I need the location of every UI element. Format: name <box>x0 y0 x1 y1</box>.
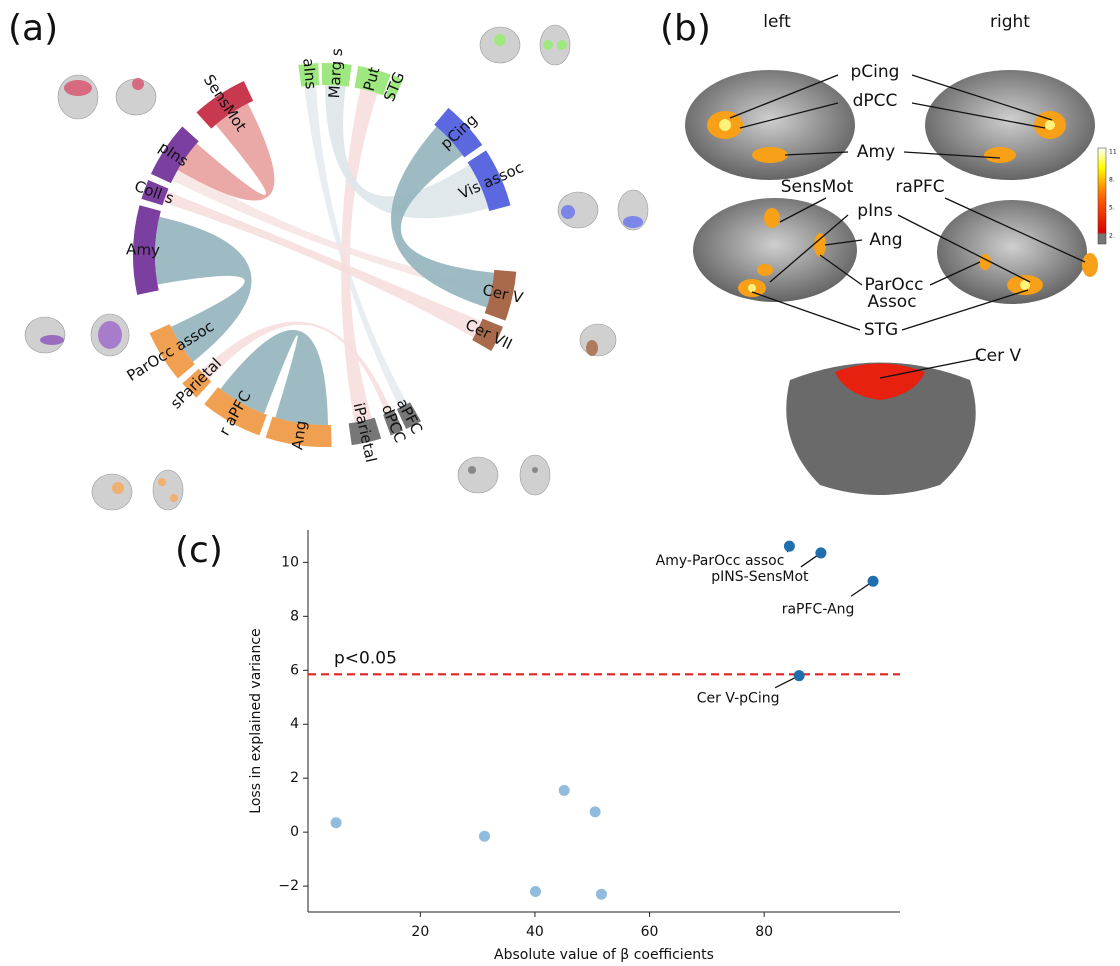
region-label: Cer V <box>975 346 1022 366</box>
point <box>784 541 795 552</box>
x-tick-label: 60 <box>641 924 659 940</box>
colorbar-tick: 2. <box>1109 233 1115 240</box>
panel-label: (b) <box>660 8 711 49</box>
segment-label: Amy <box>126 240 160 259</box>
colorbar-tick: 8. <box>1109 177 1115 184</box>
colorbar-tick: 5. <box>1109 205 1115 212</box>
region-label: raPFC <box>895 177 944 197</box>
point <box>596 889 607 900</box>
region-label: Amy <box>857 142 895 162</box>
annotation: pINS-SensMot <box>711 569 809 585</box>
scatter-chart: 20 40 60 80 −2 0 2 4 6 8 10 Absolute value of β coe… <box>248 530 900 963</box>
segment-label: Marg s <box>325 48 346 99</box>
y-tick-label: −2 <box>278 878 299 894</box>
point <box>590 806 601 817</box>
x-tick-label: 40 <box>526 924 544 940</box>
point <box>331 817 342 828</box>
y-tick-label: 0 <box>290 824 299 840</box>
region-label: pCing <box>851 62 900 82</box>
y-tick-label: 2 <box>290 770 299 786</box>
y-tick-label: 8 <box>290 608 299 624</box>
segment-label: aIns <box>299 57 320 90</box>
hemisphere-label: left <box>763 12 791 32</box>
y-tick-label: 4 <box>290 716 299 732</box>
threshold-label: p<0.05 <box>334 648 397 668</box>
x-axis-label: Absolute value of β coefficients <box>494 947 714 963</box>
region-label: Ang <box>869 230 902 250</box>
point <box>559 785 570 796</box>
point <box>868 576 879 587</box>
colorbar-tick: 11 <box>1109 149 1117 156</box>
point <box>815 547 826 558</box>
panel-label: (c) <box>175 530 223 571</box>
region-label: STG <box>864 320 898 340</box>
annotation: raPFC-Ang <box>782 601 855 617</box>
annotation: Amy-ParOcc assoc <box>656 553 785 569</box>
hemisphere-label: right <box>990 12 1030 32</box>
point <box>794 670 805 681</box>
y-tick-label: 6 <box>290 662 299 678</box>
y-tick-label: 10 <box>281 554 299 570</box>
panel-label: (a) <box>8 8 58 49</box>
annotation: Cer V-pCing <box>697 691 780 707</box>
region-label: SensMot <box>781 177 854 197</box>
region-label: pIns <box>857 201 893 221</box>
y-axis-label: Loss in explained variance <box>248 628 264 813</box>
x-tick-label: 20 <box>411 924 429 940</box>
region-label: Assoc <box>867 292 916 312</box>
region-label: dPCC <box>853 91 898 111</box>
segment-label: Ang <box>288 419 310 451</box>
figure: (a) (b) (c) aInsMarg sPutSTGpCingVis ass… <box>0 0 1120 966</box>
point <box>530 886 541 897</box>
point <box>479 831 490 842</box>
x-tick-label: 80 <box>755 924 773 940</box>
